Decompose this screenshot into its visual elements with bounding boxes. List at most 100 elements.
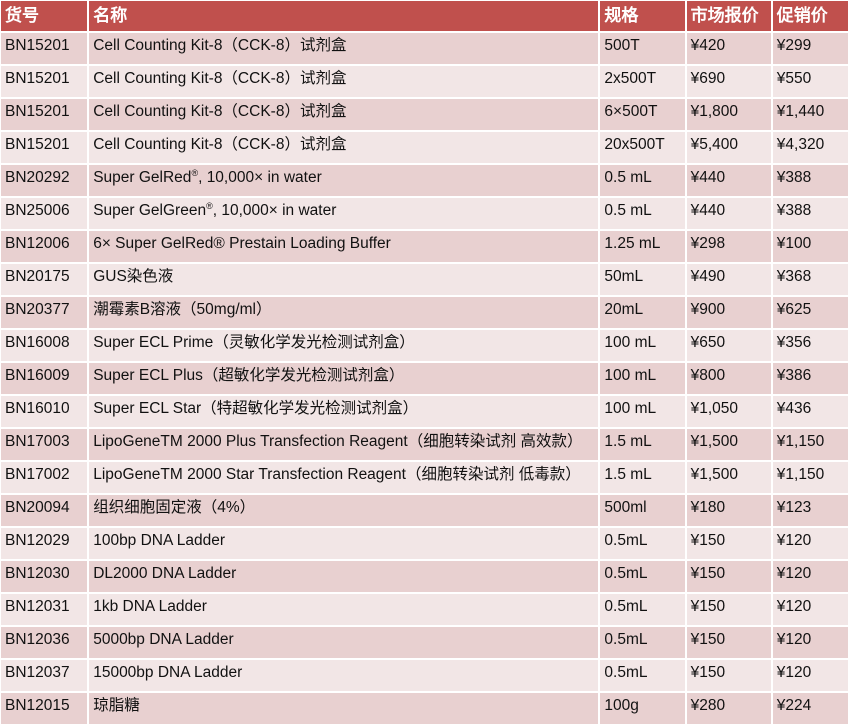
cell-name: Super GelRed®, 10,000× in water: [89, 165, 599, 196]
cell-promo-price: ¥356: [772, 330, 848, 361]
cell-sku: BN16008: [1, 330, 88, 361]
cell-promo-price: ¥4,320: [772, 132, 848, 163]
cell-list-price: ¥490: [686, 264, 771, 295]
cell-name: Cell Counting Kit-8（CCK-8）试剂盒: [89, 33, 599, 64]
cell-promo-price: ¥123: [772, 495, 848, 526]
table-row: BN12030 DL2000 DNA Ladder 0.5mL ¥150 ¥120: [1, 561, 848, 592]
table-row: BN15201 Cell Counting Kit-8（CCK-8）试剂盒 20x5…: [1, 132, 848, 163]
cell-promo-price: ¥368: [772, 264, 848, 295]
cell-list-price: ¥150: [686, 660, 771, 691]
cell-spec: 0.5mL: [600, 594, 685, 625]
cell-name: Super ECL Star（特超敏化学发光检测试剂盒）: [89, 396, 599, 427]
cell-name: LipoGeneTM 2000 Star Transfection Reagen…: [89, 462, 599, 493]
table-row: BN16008 Super ECL Prime（灵敏化学发光检测试剂盒） 100 m…: [1, 330, 848, 361]
cell-sku: BN20377: [1, 297, 88, 328]
table-row: BN15201 Cell Counting Kit-8（CCK-8）试剂盒 2x50…: [1, 66, 848, 97]
cell-spec: 100 mL: [600, 330, 685, 361]
table-row: BN15201 Cell Counting Kit-8（CCK-8）试剂盒 6×50…: [1, 99, 848, 130]
cell-promo-price: ¥388: [772, 165, 848, 196]
cell-promo-price: ¥1,150: [772, 429, 848, 460]
cell-spec: 1.5 mL: [600, 429, 685, 460]
header-name: 名称: [89, 1, 599, 31]
cell-name: Cell Counting Kit-8（CCK-8）试剂盒: [89, 99, 599, 130]
cell-spec: 6×500T: [600, 99, 685, 130]
cell-sku: BN17002: [1, 462, 88, 493]
table-body: BN15201 Cell Counting Kit-8（CCK-8）试剂盒 500T…: [1, 33, 848, 724]
cell-sku: BN15201: [1, 99, 88, 130]
cell-promo-price: ¥120: [772, 594, 848, 625]
cell-promo-price: ¥120: [772, 627, 848, 658]
cell-list-price: ¥5,400: [686, 132, 771, 163]
cell-spec: 20x500T: [600, 132, 685, 163]
cell-name: 5000bp DNA Ladder: [89, 627, 599, 658]
cell-list-price: ¥1,500: [686, 462, 771, 493]
cell-sku: BN15201: [1, 132, 88, 163]
cell-spec: 500ml: [600, 495, 685, 526]
cell-sku: BN15201: [1, 33, 88, 64]
table-row: BN16010 Super ECL Star（特超敏化学发光检测试剂盒） 100 m…: [1, 396, 848, 427]
cell-list-price: ¥650: [686, 330, 771, 361]
name-text: Super GelGreen: [93, 202, 207, 219]
cell-name: GUS染色液: [89, 264, 599, 295]
cell-spec: 0.5mL: [600, 660, 685, 691]
table-row: BN12015 琼脂糖 100g ¥280 ¥224: [1, 693, 848, 724]
cell-list-price: ¥150: [686, 594, 771, 625]
cell-sku: BN12037: [1, 660, 88, 691]
table-row: BN12006 6× Super GelRed® Prestain Loading…: [1, 231, 848, 262]
table-row: BN20292 Super GelRed®, 10,000× in water 0.…: [1, 165, 848, 196]
cell-list-price: ¥1,800: [686, 99, 771, 130]
cell-spec: 20mL: [600, 297, 685, 328]
cell-name: 100bp DNA Ladder: [89, 528, 599, 559]
cell-promo-price: ¥120: [772, 561, 848, 592]
cell-promo-price: ¥1,440: [772, 99, 848, 130]
cell-promo-price: ¥120: [772, 660, 848, 691]
cell-name: Cell Counting Kit-8（CCK-8）试剂盒: [89, 132, 599, 163]
cell-name: 琼脂糖: [89, 693, 599, 724]
cell-promo-price: ¥386: [772, 363, 848, 394]
cell-spec: 100 mL: [600, 396, 685, 427]
cell-spec: 0.5mL: [600, 627, 685, 658]
cell-promo-price: ¥388: [772, 198, 848, 229]
cell-sku: BN12015: [1, 693, 88, 724]
cell-sku: BN17003: [1, 429, 88, 460]
cell-spec: 0.5 mL: [600, 198, 685, 229]
table-row: BN12031 1kb DNA Ladder 0.5mL ¥150 ¥120: [1, 594, 848, 625]
header-sku: 货号: [1, 1, 88, 31]
header-spec: 规格: [600, 1, 685, 31]
cell-list-price: ¥1,500: [686, 429, 771, 460]
cell-list-price: ¥690: [686, 66, 771, 97]
cell-sku: BN12006: [1, 231, 88, 262]
cell-sku: BN12036: [1, 627, 88, 658]
cell-sku: BN20094: [1, 495, 88, 526]
table-row: BN20377 潮霉素B溶液（50mg/ml） 20mL ¥900 ¥625: [1, 297, 848, 328]
cell-spec: 100g: [600, 693, 685, 724]
cell-list-price: ¥180: [686, 495, 771, 526]
cell-spec: 100 mL: [600, 363, 685, 394]
cell-promo-price: ¥224: [772, 693, 848, 724]
cell-sku: BN12030: [1, 561, 88, 592]
table-row: BN25006 Super GelGreen®, 10,000× in water…: [1, 198, 848, 229]
cell-list-price: ¥420: [686, 33, 771, 64]
cell-spec: 0.5 mL: [600, 165, 685, 196]
name-text: Super GelRed: [93, 169, 192, 186]
header-row: 货号 名称 规格 市场报价 促销价: [1, 1, 848, 31]
cell-name: 15000bp DNA Ladder: [89, 660, 599, 691]
cell-sku: BN12031: [1, 594, 88, 625]
cell-sku: BN16009: [1, 363, 88, 394]
cell-spec: 1.25 mL: [600, 231, 685, 262]
cell-list-price: ¥1,050: [686, 396, 771, 427]
cell-name: 1kb DNA Ladder: [89, 594, 599, 625]
cell-sku: BN16010: [1, 396, 88, 427]
cell-list-price: ¥440: [686, 165, 771, 196]
cell-name: Cell Counting Kit-8（CCK-8）试剂盒: [89, 66, 599, 97]
table-row: BN12037 15000bp DNA Ladder 0.5mL ¥150 ¥120: [1, 660, 848, 691]
cell-name: LipoGeneTM 2000 Plus Transfection Reagen…: [89, 429, 599, 460]
cell-promo-price: ¥100: [772, 231, 848, 262]
name-suffix: , 10,000× in water: [212, 202, 337, 219]
cell-name: 6× Super GelRed® Prestain Loading Buffer: [89, 231, 599, 262]
cell-promo-price: ¥299: [772, 33, 848, 64]
name-suffix: , 10,000× in water: [198, 169, 322, 186]
cell-list-price: ¥150: [686, 561, 771, 592]
cell-spec: 2x500T: [600, 66, 685, 97]
cell-list-price: ¥298: [686, 231, 771, 262]
